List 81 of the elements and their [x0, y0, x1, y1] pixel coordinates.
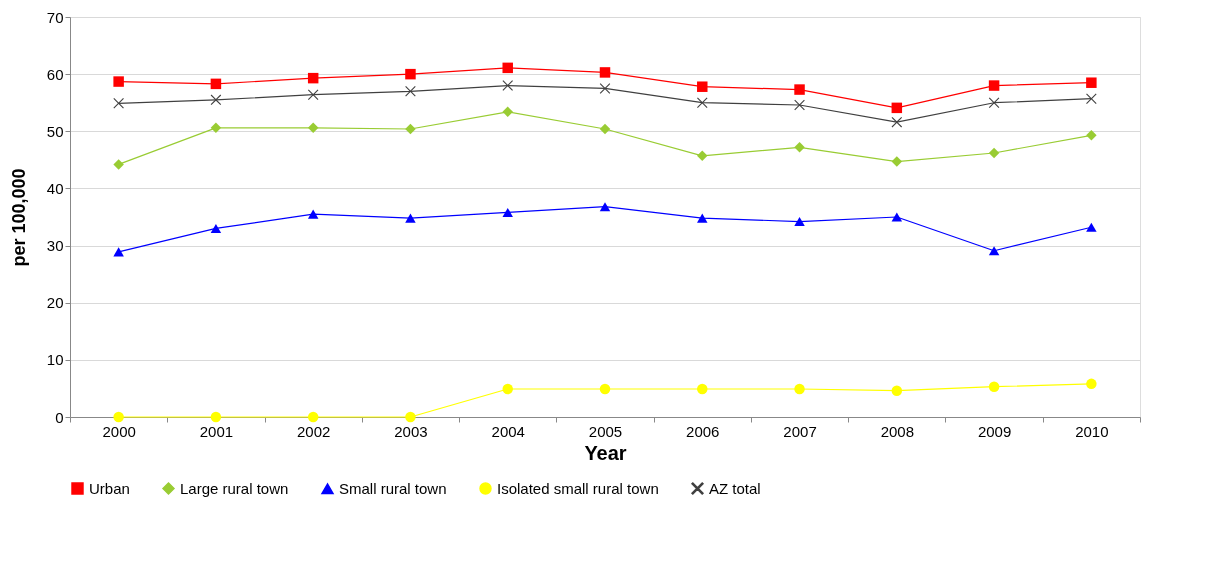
point	[502, 383, 513, 395]
legend-label: Small rural town	[339, 479, 447, 497]
point	[891, 156, 903, 167]
point	[502, 106, 513, 118]
point	[1086, 93, 1097, 104]
y-tick-label: 50	[46, 122, 64, 140]
legend-label: AZ total	[709, 479, 761, 497]
x-tick-label: 2000	[102, 422, 136, 440]
point	[502, 80, 513, 91]
legend-label: Isolated small rural town	[497, 479, 659, 497]
point	[988, 381, 1000, 392]
x-tick-label: 2005	[588, 422, 623, 440]
point	[1086, 378, 1097, 390]
y-tick-label: 10	[46, 351, 64, 369]
x-tick-label: 2001	[199, 422, 234, 440]
point	[891, 102, 903, 114]
point	[794, 99, 805, 111]
point	[307, 209, 319, 219]
point	[113, 159, 124, 170]
point	[988, 246, 1000, 256]
point	[794, 383, 805, 395]
point	[988, 97, 1000, 108]
point	[599, 123, 611, 135]
point	[697, 97, 708, 108]
y-axis-title: per 100,000	[8, 168, 29, 267]
point	[599, 67, 611, 78]
x-tick-label: 2003	[394, 422, 428, 440]
x-tick-label: 2004	[491, 422, 525, 440]
point	[988, 80, 1000, 91]
point	[210, 223, 222, 233]
point	[891, 212, 903, 222]
y-tick-label: 60	[46, 65, 64, 83]
point	[988, 147, 1000, 159]
point	[599, 83, 611, 94]
point	[405, 411, 416, 423]
legend-label: Large rural town	[180, 479, 289, 497]
point	[1086, 77, 1097, 88]
point	[405, 213, 416, 223]
point	[891, 116, 903, 128]
point	[210, 78, 222, 90]
point	[502, 62, 513, 74]
x-tick-label: 2008	[880, 422, 915, 440]
x-axis-title: Year	[584, 441, 627, 464]
point	[1086, 222, 1097, 232]
point	[405, 68, 416, 80]
y-tick-label: 0	[55, 408, 64, 426]
point	[307, 411, 319, 423]
point	[697, 213, 708, 223]
x-tick-label: 2006	[686, 422, 720, 440]
point	[697, 383, 708, 395]
x-tick-label: 2010	[1075, 422, 1109, 440]
point	[210, 411, 222, 423]
point	[307, 72, 319, 84]
point	[1086, 130, 1097, 141]
point	[697, 81, 708, 92]
point	[405, 86, 416, 97]
y-tick-label: 40	[46, 179, 64, 197]
point	[599, 383, 611, 395]
legend-label: Urban	[89, 479, 130, 497]
point	[794, 217, 805, 227]
x-tick-label: 2002	[296, 422, 331, 440]
point	[599, 202, 611, 212]
y-tick-label: 20	[46, 294, 64, 312]
point	[113, 247, 124, 257]
point	[697, 150, 708, 162]
point	[210, 94, 222, 106]
x-tick-label: 2009	[977, 422, 1012, 440]
y-tick-label: 30	[46, 237, 64, 255]
point	[502, 207, 513, 217]
point	[113, 411, 124, 423]
x-tick-label: 2007	[783, 422, 817, 440]
point	[113, 98, 124, 109]
point	[891, 385, 903, 396]
point	[210, 122, 222, 134]
point	[113, 76, 124, 87]
point	[794, 84, 805, 95]
point	[307, 89, 319, 100]
y-tick-label: 70	[46, 8, 64, 26]
point	[794, 142, 805, 153]
point	[307, 122, 319, 134]
point	[405, 123, 416, 135]
